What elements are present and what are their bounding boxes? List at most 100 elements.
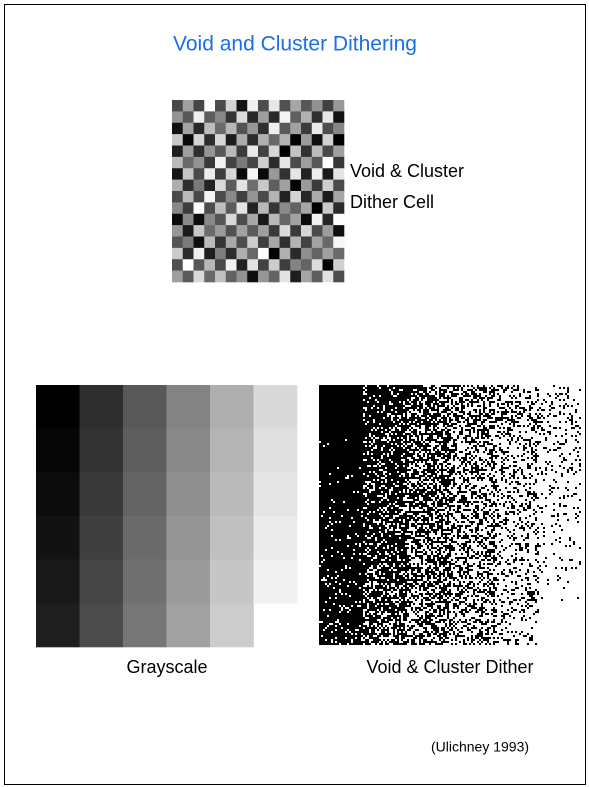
dither-cell-pixel (312, 180, 323, 192)
dither-cell-pixel (204, 259, 215, 271)
dither-cell-pixel (247, 237, 258, 249)
grayscale-block (123, 516, 167, 560)
dither-cell-pixel (333, 168, 344, 180)
dither-cell-pixel (301, 123, 312, 135)
dither-cell-pixel (290, 134, 301, 146)
dither-cell-pixel (183, 237, 194, 249)
dither-cell-pixel (172, 146, 183, 158)
dither-cell-pixel (301, 225, 312, 237)
dither-cell-pixel (247, 168, 258, 180)
dither-cell-pixel (204, 237, 215, 249)
grayscale-block (254, 429, 298, 473)
dither-cell-pixel (172, 191, 183, 203)
dither-cell-pixel (204, 146, 215, 158)
dither-cell-pixel (183, 180, 194, 192)
dither-cell-pixel (290, 180, 301, 192)
dither-cell-pixel (323, 111, 334, 123)
dither-cell-pixel (280, 157, 291, 169)
dither-cell-pixel (323, 259, 334, 271)
dither-cell-pixel (323, 191, 334, 203)
dither-cell-pixel (204, 180, 215, 192)
dither-cell-pixel (237, 111, 248, 123)
dither-cell-pixel (226, 248, 237, 260)
dither-cell-pixel (333, 123, 344, 135)
dither-cell-pixel (312, 100, 323, 112)
grayscale-block (254, 516, 298, 560)
dither-cell-pixel (269, 146, 280, 158)
grayscale-block (80, 429, 124, 473)
dither-cell-pixel (237, 157, 248, 169)
dither-cell-pixel (247, 271, 258, 283)
dither-cell-pixel (301, 157, 312, 169)
dither-cell-pixel (323, 100, 334, 112)
dither-cell-pixel (301, 100, 312, 112)
dither-cell-pixel (183, 146, 194, 158)
dither-cell-pixel (323, 202, 334, 214)
dither-cell-pixel (247, 214, 258, 226)
grayscale-block (123, 385, 167, 429)
dither-cell-pixel (204, 123, 215, 135)
dither-cell-pixel (183, 168, 194, 180)
dither-cell-pixel (204, 225, 215, 237)
dither-cell-pixel (280, 225, 291, 237)
grayscale-block (36, 516, 80, 560)
dither-cell-pixel (215, 180, 226, 192)
dither-cell-pixel (301, 271, 312, 283)
dither-cell-pixel (323, 134, 334, 146)
dither-cell-pixel (183, 271, 194, 283)
dither-cell-pixel (333, 146, 344, 158)
dither-cell-pixel (258, 123, 269, 135)
grayscale-block (123, 429, 167, 473)
dither-cell-pixel (301, 111, 312, 123)
dither-cell-pixel (290, 168, 301, 180)
dither-cell-pixel (280, 191, 291, 203)
dither-cell-pixel (204, 271, 215, 283)
dither-cell-pixel (215, 225, 226, 237)
dither-cell-pixel (323, 225, 334, 237)
dither-cell-pixel (312, 225, 323, 237)
dither-cell-pixel (323, 146, 334, 158)
dither-cell-pixel (280, 214, 291, 226)
dither-cell-pixel (237, 248, 248, 260)
grayscale-block (210, 429, 254, 473)
dither-cell-pixel (194, 157, 205, 169)
dither-cell-pixel (269, 225, 280, 237)
grayscale-block (123, 560, 167, 604)
dither-cell-pixel (290, 146, 301, 158)
dither-cell-pixel (215, 146, 226, 158)
dither-cell-pixel (258, 111, 269, 123)
dither-cell-pixel (301, 134, 312, 146)
dither-cell-pixel (269, 191, 280, 203)
dither-cell-pixel (215, 202, 226, 214)
dither-cell-pixel (183, 248, 194, 260)
dither-cell-pixel (172, 225, 183, 237)
dither-cell-pixel (333, 100, 344, 112)
dither-cell-pixel (172, 259, 183, 271)
dither-cell-pixel (183, 225, 194, 237)
dither-cell-pixel (204, 157, 215, 169)
dither-cell-pixel (226, 157, 237, 169)
dither-cell-pixel (333, 202, 344, 214)
dither-cell-pixel (333, 214, 344, 226)
slide-title: Void and Cluster Dithering (173, 33, 417, 56)
grayscale-block (167, 603, 211, 647)
dither-cell-pixel (312, 248, 323, 260)
dither-caption: Void & Cluster Dither (366, 657, 533, 677)
dither-cell-label: Void & Cluster (350, 161, 464, 181)
dither-cell-pixel (290, 237, 301, 249)
dither-cell-pixel (280, 248, 291, 260)
grayscale-block (123, 472, 167, 516)
dither-cell-pixel (194, 271, 205, 283)
grayscale-block (36, 385, 80, 429)
grayscale-block (210, 560, 254, 604)
grayscale-block (167, 385, 211, 429)
dither-cell-pixel (237, 100, 248, 112)
dither-cell-pixel (194, 237, 205, 249)
grayscale-block (36, 472, 80, 516)
grayscale-block (123, 603, 167, 647)
dither-cell-pixel (204, 191, 215, 203)
dither-cell-pixel (194, 225, 205, 237)
dither-cell-pixel (172, 157, 183, 169)
dither-cell-pixel (269, 180, 280, 192)
dither-cell-pixel (333, 111, 344, 123)
